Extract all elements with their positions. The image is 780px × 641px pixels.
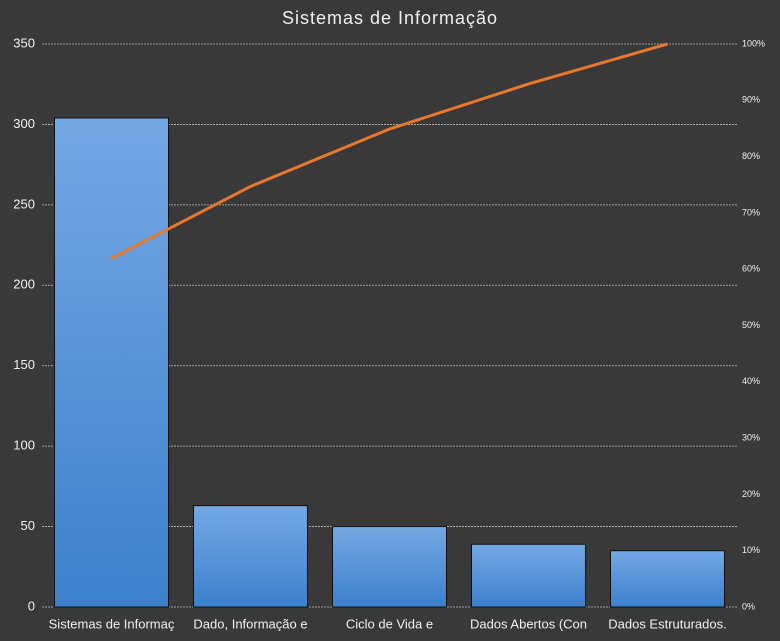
cumulative-line: [110, 42, 668, 260]
y-tick-label: 250: [13, 196, 35, 211]
x-tick-label: Ciclo de Vida e: [346, 616, 433, 631]
y2-tick-label: 100%: [742, 38, 765, 48]
x-tick-label: Sistemas de Informaç: [49, 616, 175, 631]
y-tick-label: 100: [13, 438, 35, 453]
y-tick-label: 300: [13, 116, 35, 131]
bar: [54, 117, 169, 608]
y2-tick-label: 10%: [742, 545, 760, 555]
y2-tick-label: 50%: [742, 320, 760, 330]
bar: [471, 543, 586, 608]
x-tick-label: Dado, Informação e: [193, 616, 307, 631]
chart-title: Sistemas de Informação: [282, 8, 498, 28]
bar: [332, 526, 447, 608]
y2-tick-label: 0%: [742, 601, 755, 611]
y-tick-label: 200: [13, 277, 35, 292]
x-tick-label: Dados Estruturados.: [608, 616, 727, 631]
bar: [193, 505, 308, 608]
x-tick-label: Dados Abertos (Con: [470, 616, 587, 631]
y2-tick-label: 90%: [742, 95, 760, 105]
y2-tick-label: 20%: [742, 489, 760, 499]
y-tick-label: 0: [28, 598, 35, 613]
y-tick-label: 350: [13, 35, 35, 50]
y2-tick-label: 30%: [742, 432, 760, 442]
y-tick-label: 150: [13, 357, 35, 372]
y2-tick-label: 60%: [742, 264, 760, 274]
y2-tick-label: 70%: [742, 207, 760, 217]
y2-tick-label: 80%: [742, 151, 760, 161]
bar: [610, 550, 725, 608]
y-tick-label: 50: [21, 518, 35, 533]
y2-tick-label: 40%: [742, 376, 760, 386]
